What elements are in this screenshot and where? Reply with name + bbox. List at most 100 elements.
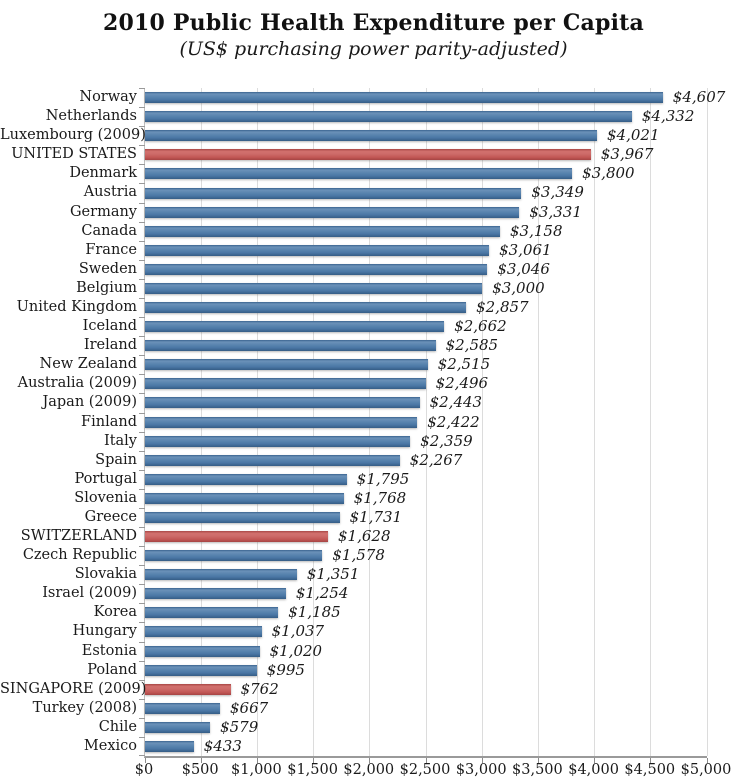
category-label: Norway [79, 89, 137, 105]
x-axis-tick [313, 758, 315, 763]
category-label: Greece [84, 508, 137, 525]
gridline [650, 88, 652, 756]
x-axis-tick-label: $3,500 [512, 762, 563, 778]
x-axis-tick-label: $3,000 [455, 762, 507, 778]
bar [145, 359, 428, 371]
category-axis-tick [139, 355, 145, 357]
value-label: $433 [203, 736, 242, 755]
chart-subtitle: (US$ purchasing power parity-adjusted) [179, 38, 568, 60]
category-axis-tick [139, 507, 145, 509]
bar [145, 607, 279, 619]
category-axis-tick [139, 317, 145, 318]
bar [145, 664, 257, 676]
category-axis-tick [139, 469, 145, 471]
category-axis-tick [139, 450, 145, 452]
category-label: Mexico [83, 737, 137, 754]
bar [145, 741, 194, 752]
category-axis-tick [139, 755, 145, 756]
value-label: $3,158 [510, 221, 563, 240]
category-axis-tick [139, 202, 145, 204]
category-axis-tick [139, 679, 145, 681]
category-axis-tick [139, 374, 145, 376]
value-label: $4,607 [672, 88, 726, 106]
value-label: $4,332 [641, 107, 695, 126]
category-label: Denmark [69, 165, 137, 182]
category-axis-tick [139, 736, 145, 738]
category-label: SWITZERLAND [20, 528, 137, 544]
value-label: $3,331 [529, 202, 582, 221]
x-axis-tick-label: $1,000 [231, 762, 282, 778]
value-label: $1,578 [332, 546, 385, 565]
category-label: Germany [69, 203, 137, 220]
category-axis-tick [139, 527, 145, 528]
value-label: $1,020 [269, 641, 323, 660]
category-axis-tick [139, 660, 145, 662]
value-label: $1,185 [288, 603, 341, 622]
bar [145, 435, 411, 447]
category-label: Canada [81, 222, 137, 239]
category-axis-tick [139, 164, 145, 166]
value-label: $667 [230, 698, 269, 717]
category-axis-tick [139, 488, 145, 490]
value-label: $2,496 [435, 374, 489, 393]
value-label: $1,731 [349, 507, 403, 526]
value-label: $1,037 [271, 622, 325, 641]
category-label: New Zealand [39, 356, 138, 373]
category-axis-tick [139, 546, 145, 548]
gridline [481, 88, 483, 756]
bar [145, 626, 262, 638]
x-axis-tick-label: $2,500 [399, 762, 451, 778]
value-label: $2,515 [437, 355, 491, 374]
category-axis-tick [139, 698, 145, 700]
value-label: $3,046 [497, 259, 550, 278]
x-axis-tick [369, 758, 371, 763]
x-axis-tick [481, 758, 483, 763]
bar [145, 492, 344, 504]
bar [145, 206, 520, 218]
category-label: Chile [98, 718, 137, 735]
bar [145, 340, 436, 352]
gridline [594, 88, 596, 756]
category-axis-tick [139, 431, 145, 433]
bar [145, 130, 597, 142]
value-label: $1,351 [306, 565, 360, 584]
category-axis-tick [139, 412, 145, 414]
category-axis-tick [139, 259, 145, 261]
bar [145, 244, 490, 256]
category-label: Israel (2009) [42, 585, 137, 602]
chart-title: 2010 Public Health Expenditure per Capit… [103, 10, 644, 36]
category-axis-tick [139, 88, 145, 89]
x-axis-tick [537, 758, 539, 763]
bar [145, 416, 418, 428]
category-axis-tick [139, 393, 145, 395]
category-label: Belgium [76, 279, 137, 296]
category-axis-tick [139, 183, 145, 185]
category-axis-tick [139, 278, 145, 280]
category-label: Hungary [72, 623, 137, 640]
bar [145, 92, 663, 103]
x-axis-tick-label: $5,000 [680, 762, 732, 778]
category-label: Spain [95, 451, 137, 468]
value-label: $4,021 [607, 126, 660, 145]
bar [145, 511, 340, 523]
value-label: $3,061 [499, 240, 552, 259]
bar [145, 569, 297, 581]
gridline [537, 88, 539, 756]
bar [145, 531, 328, 542]
x-axis-tick [144, 758, 146, 763]
category-label: UNITED STATES [11, 146, 137, 163]
bar [145, 702, 220, 714]
value-label: $3,967 [600, 145, 654, 164]
value-label: $2,443 [429, 393, 483, 412]
category-label: Turkey (2008) [32, 699, 137, 716]
bar [145, 321, 445, 333]
value-label: $1,795 [356, 469, 410, 488]
category-axis-tick [139, 221, 145, 223]
value-label: $3,800 [582, 164, 635, 183]
category-label: Italy [103, 432, 137, 449]
category-label: France [85, 241, 137, 258]
bar [145, 550, 323, 562]
x-axis-tick [256, 758, 258, 763]
bar [145, 168, 573, 180]
